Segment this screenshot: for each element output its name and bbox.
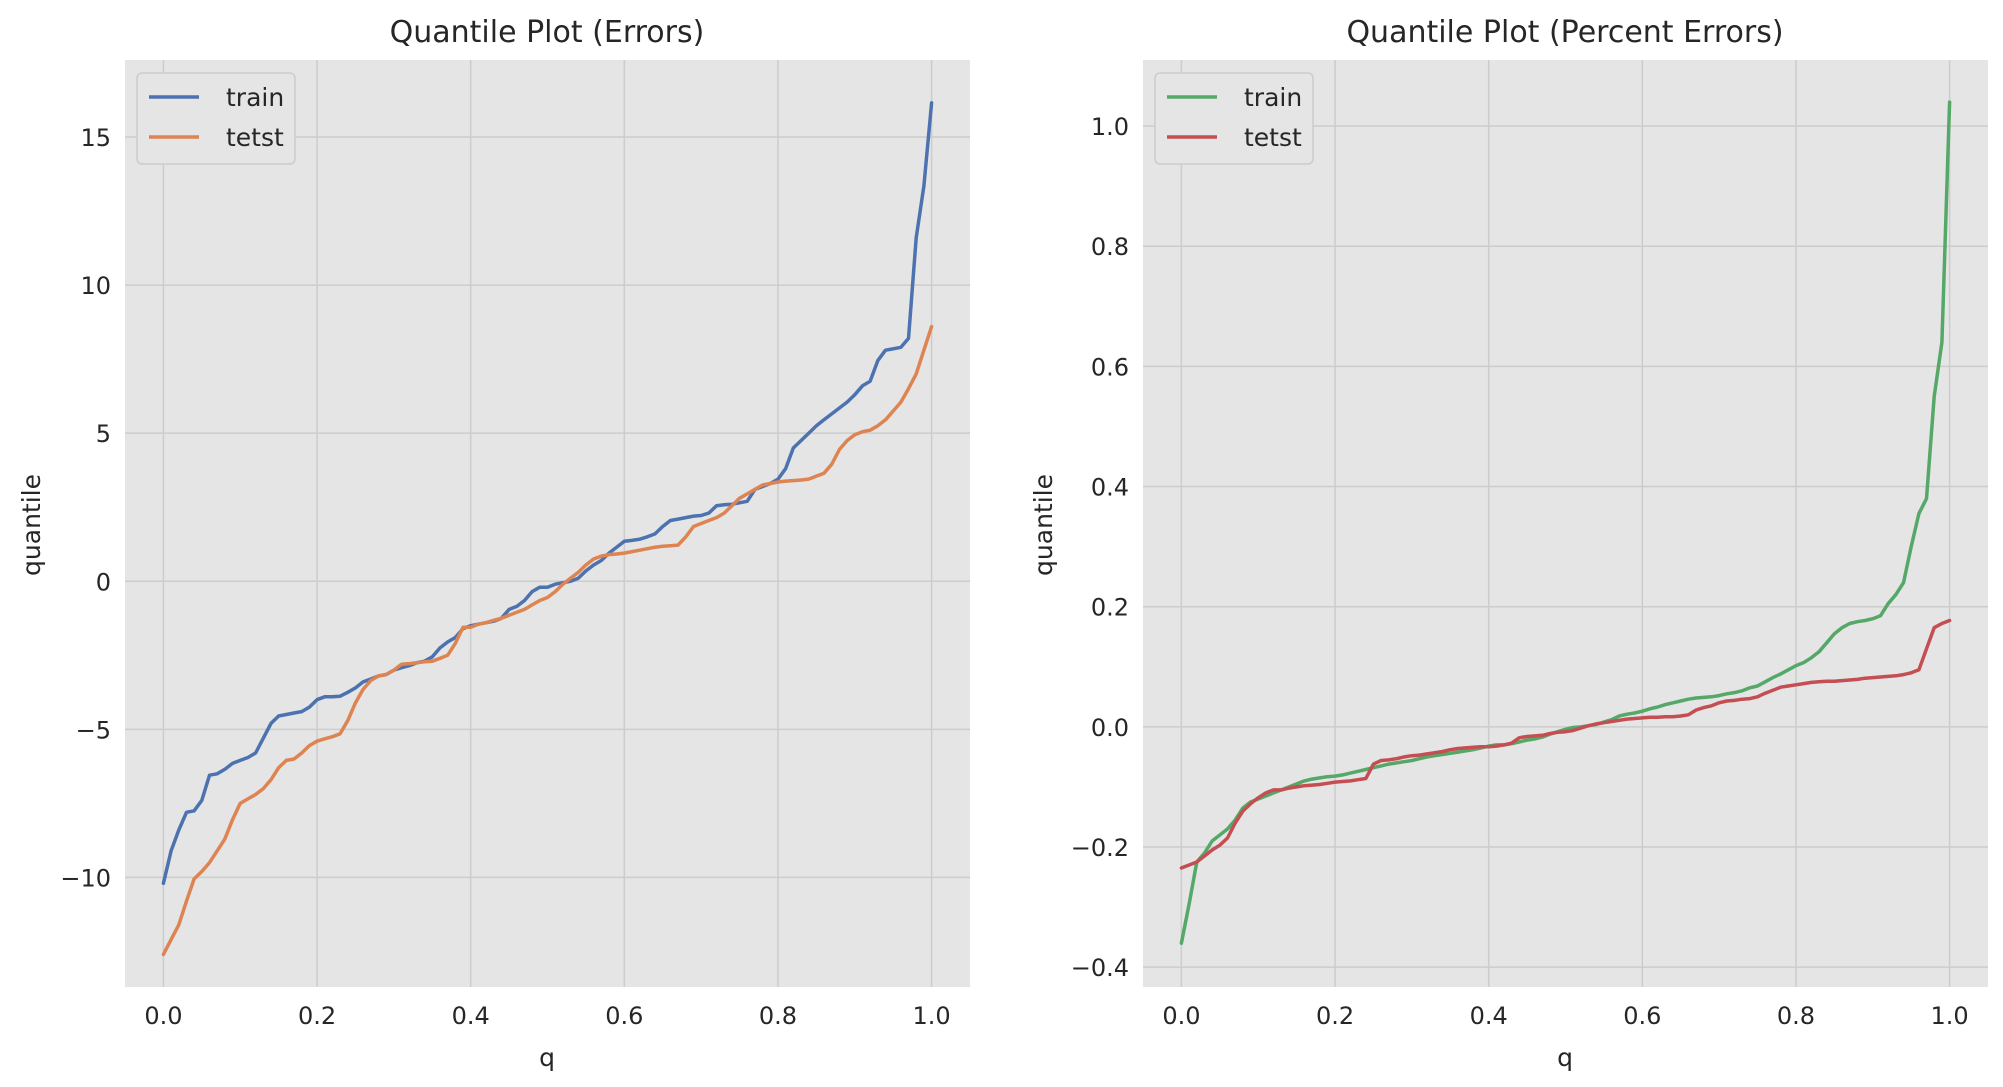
y-tick-label: 5 (96, 420, 111, 448)
x-tick-label: 0.2 (1316, 1002, 1354, 1030)
plot-area-percent-errors (1143, 60, 1988, 987)
x-tick-label: 0.4 (1470, 1002, 1508, 1030)
y-tick-label: 0.6 (1091, 353, 1129, 381)
x-tick-label: 0.2 (298, 1002, 336, 1030)
chart-percent-errors: 0.0 0.2 0.4 0.6 0.8 1.0 −0.4−0.20.00.20.40.60… (1029, 15, 1988, 1072)
chart-title-percent-errors: Quantile Plot (Percent Errors) (1346, 15, 1783, 50)
y-tick-label: 0.0 (1091, 714, 1129, 742)
chart-errors: 0.0 0.2 0.4 0.6 0.8 1.0 −10 −5 0 5 10 15 Quantile … (17, 15, 970, 1072)
legend-label-train-percent-errors: train (1244, 83, 1302, 112)
series-errors (161, 101, 934, 957)
series-line-train (161, 101, 934, 886)
grid-percent-errors (1143, 60, 1988, 987)
y-tick-label: 0 (96, 568, 111, 596)
y-tick-label: −5 (76, 716, 111, 744)
series-percent-errors (1179, 100, 1952, 945)
xticks-errors: 0.0 0.2 0.4 0.6 0.8 1.0 (144, 1002, 950, 1030)
legend-errors: train tetst (136, 72, 296, 165)
y-tick-label: −0.4 (1071, 954, 1129, 982)
legend-percent-errors: train tetst (1154, 72, 1314, 165)
x-tick-label: 0.0 (144, 1002, 182, 1030)
series-line-train (1179, 100, 1952, 945)
y-axis-label-percent-errors: quantile (1029, 474, 1058, 576)
x-tick-label: 1.0 (1931, 1002, 1969, 1030)
x-tick-label: 0.6 (605, 1002, 643, 1030)
plot-area-errors (125, 60, 970, 987)
series-line-tetst (1179, 618, 1952, 870)
xticks-percent-errors: 0.0 0.2 0.4 0.6 0.8 1.0 (1162, 1002, 1968, 1030)
x-axis-label-errors: q (539, 1043, 555, 1072)
x-tick-label: 0.6 (1623, 1002, 1661, 1030)
y-tick-label: 0.2 (1091, 594, 1129, 622)
series-line-tetst (161, 324, 934, 957)
x-tick-label: 0.0 (1162, 1002, 1200, 1030)
yticks-errors: −10 −5 0 5 10 15 (60, 124, 111, 892)
y-tick-label: 15 (80, 124, 111, 152)
y-tick-label: 0.4 (1091, 474, 1129, 502)
chart-title-errors: Quantile Plot (Errors) (390, 15, 705, 50)
x-axis-label-percent-errors: q (1557, 1043, 1573, 1072)
y-axis-label-errors: quantile (17, 474, 46, 576)
y-tick-label: −10 (60, 864, 111, 892)
y-tick-label: −0.2 (1071, 834, 1129, 862)
y-tick-label: 10 (80, 272, 111, 300)
x-tick-label: 0.8 (759, 1002, 797, 1030)
x-tick-label: 0.4 (452, 1002, 490, 1030)
x-tick-label: 0.8 (1777, 1002, 1815, 1030)
yticks-percent-errors: −0.4 −0.2 0.0 0.2 0.4 0.6 0.8 1.0 (1071, 113, 1129, 982)
x-tick-label: 1.0 (913, 1002, 951, 1030)
legend-label-tetst-errors: tetst (226, 123, 284, 152)
y-tick-label: 1.0 (1091, 113, 1129, 141)
legend-label-tetst-percent-errors: tetst (1244, 123, 1302, 152)
legend-label-train-errors: train (226, 83, 284, 112)
y-tick-label: 0.8 (1091, 233, 1129, 261)
